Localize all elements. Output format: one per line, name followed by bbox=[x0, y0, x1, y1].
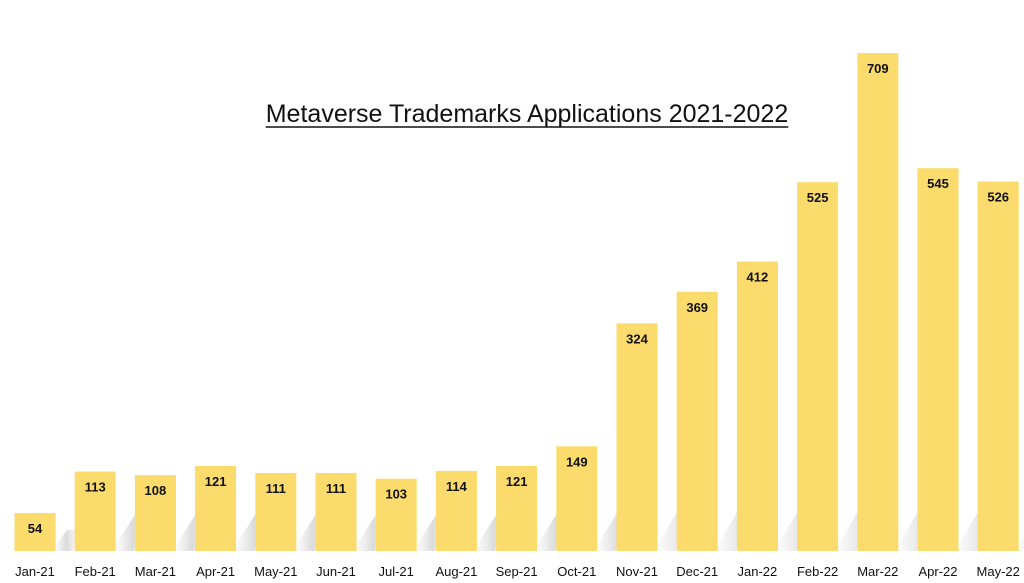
x-tick-feb-21: Feb-21 bbox=[75, 564, 116, 579]
x-tick-aug-21: Aug-21 bbox=[435, 564, 477, 579]
data-label-jan-22: 412 bbox=[747, 270, 769, 285]
data-label-nov-21: 324 bbox=[626, 331, 648, 346]
data-label-mar-21: 108 bbox=[145, 483, 167, 498]
data-label-may-21: 111 bbox=[266, 481, 286, 496]
bar-apr-22 bbox=[917, 168, 959, 551]
bar-jul-21 bbox=[375, 478, 417, 551]
x-tick-may-22: May-22 bbox=[977, 564, 1020, 579]
bars bbox=[14, 53, 1019, 551]
data-label-dec-21: 369 bbox=[686, 300, 708, 315]
bar-shadow bbox=[1018, 536, 1024, 551]
x-tick-dec-21: Dec-21 bbox=[676, 564, 718, 579]
x-tick-jan-21: Jan-21 bbox=[15, 564, 55, 579]
x-axis-ticks: Jan-21 Feb-21 Mar-21 Apr-21 May-21 Jun-21 Jul-… bbox=[15, 564, 1020, 579]
bar-apr-21 bbox=[195, 466, 237, 551]
bar-jun-21 bbox=[315, 473, 357, 551]
data-label-apr-22: 545 bbox=[927, 176, 949, 191]
x-tick-oct-21: Oct-21 bbox=[557, 564, 596, 579]
x-tick-apr-22: Apr-22 bbox=[918, 564, 957, 579]
data-label-mar-22: 709 bbox=[867, 61, 889, 76]
data-label-apr-21: 121 bbox=[205, 474, 227, 489]
bar-shadow bbox=[55, 530, 77, 551]
bar-nov-21 bbox=[616, 323, 658, 551]
bar-mar-21 bbox=[134, 475, 176, 551]
data-label-may-22: 526 bbox=[987, 190, 1009, 205]
bar-may-22 bbox=[977, 181, 1019, 551]
data-label-sep-21: 121 bbox=[506, 474, 528, 489]
bar-dec-21 bbox=[676, 291, 718, 551]
bar-feb-22 bbox=[797, 182, 839, 551]
bar-jan-22 bbox=[736, 261, 778, 551]
x-tick-nov-21: Nov-21 bbox=[616, 564, 658, 579]
bar-aug-21 bbox=[435, 470, 477, 551]
x-tick-apr-21: Apr-21 bbox=[196, 564, 235, 579]
data-label-aug-21: 114 bbox=[446, 479, 468, 494]
bar-mar-22 bbox=[857, 53, 899, 551]
bar-may-21 bbox=[255, 473, 297, 551]
x-tick-may-21: May-21 bbox=[254, 564, 297, 579]
bar-feb-21 bbox=[74, 471, 116, 551]
x-tick-jan-22: Jan-22 bbox=[738, 564, 778, 579]
bar-sep-21 bbox=[496, 466, 538, 551]
chart-title: Metaverse Trademarks Applications 2021-2… bbox=[266, 100, 789, 128]
x-tick-mar-21: Mar-21 bbox=[135, 564, 176, 579]
data-label-jul-21: 103 bbox=[385, 487, 407, 502]
data-label-feb-21: 113 bbox=[85, 480, 106, 495]
data-label-jun-21: 111 bbox=[326, 481, 346, 496]
data-label-feb-22: 525 bbox=[807, 190, 829, 205]
bar-jan-21 bbox=[14, 513, 56, 551]
data-label-jan-21: 54 bbox=[28, 521, 43, 536]
data-labels: 54 113 108 121 111 111 103 114 121 149 324 369 412 52… bbox=[28, 61, 1009, 536]
bar-oct-21 bbox=[556, 446, 598, 551]
data-label-oct-21: 149 bbox=[566, 454, 588, 469]
x-tick-mar-22: Mar-22 bbox=[857, 564, 898, 579]
x-tick-jun-21: Jun-21 bbox=[316, 564, 356, 579]
x-tick-sep-21: Sep-21 bbox=[496, 564, 538, 579]
x-tick-feb-22: Feb-22 bbox=[797, 564, 838, 579]
x-tick-jul-21: Jul-21 bbox=[378, 564, 413, 579]
